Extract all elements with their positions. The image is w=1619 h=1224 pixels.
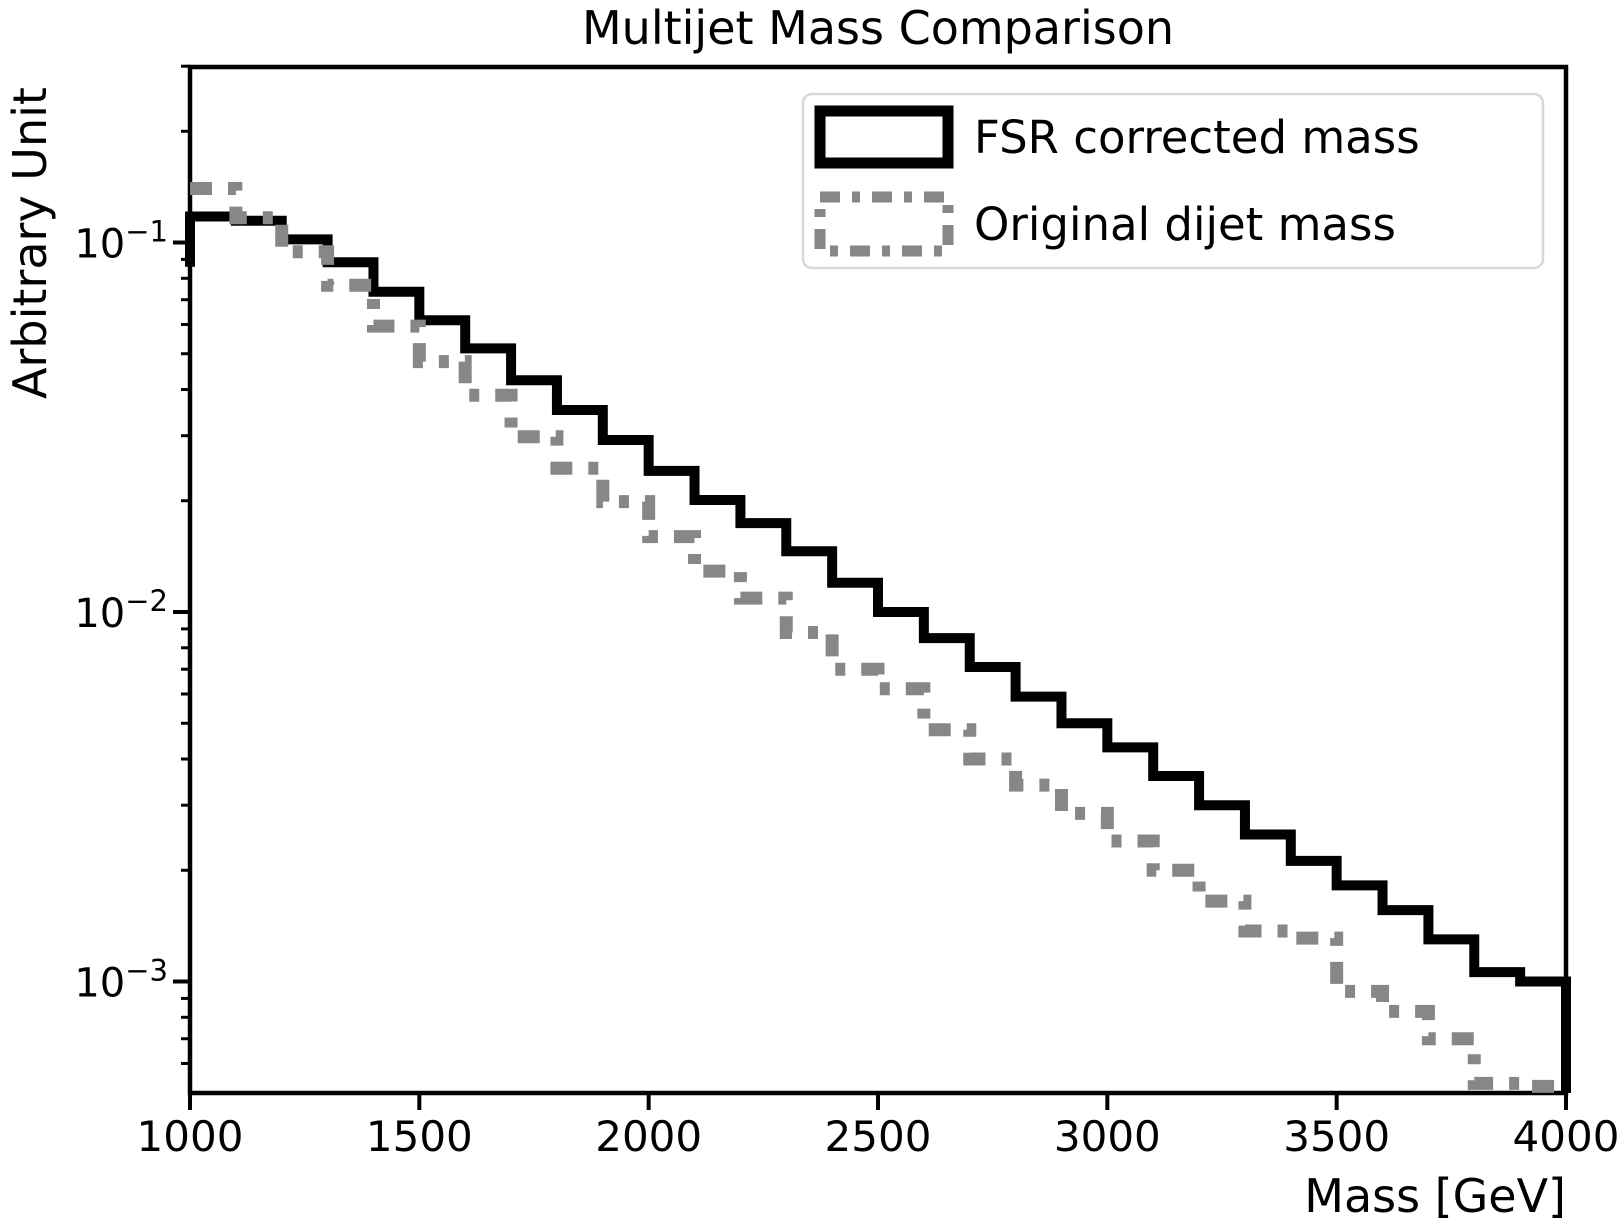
svg-text:10−2: 10−2 xyxy=(74,584,168,637)
x-axis-label: Mass [GeV] xyxy=(1304,1169,1566,1223)
svg-text:1500: 1500 xyxy=(366,1112,473,1161)
legend-frame xyxy=(801,92,1545,270)
legend: FSR corrected mass Original dijet mass xyxy=(801,92,1545,270)
svg-text:3500: 3500 xyxy=(1283,1112,1390,1161)
y-axis-label: Arbitrary Unit xyxy=(3,87,57,399)
svg-text:4000: 4000 xyxy=(1513,1112,1619,1161)
svg-text:1000: 1000 xyxy=(137,1112,244,1161)
svg-text:10−1: 10−1 xyxy=(74,215,168,268)
y-axis-ticks: 10−1 10−2 10−3 xyxy=(74,64,190,1065)
svg-text:10−3: 10−3 xyxy=(74,954,168,1007)
svg-text:3000: 3000 xyxy=(1054,1112,1161,1161)
x-axis-ticks: 1000 1500 2000 2500 3000 3500 4000 xyxy=(137,1093,1619,1161)
chart-title: Multijet Mass Comparison xyxy=(582,1,1174,55)
series-fsr-corrected-mass xyxy=(185,211,1571,1093)
legend-swatch-original-dijet-mass xyxy=(814,191,954,257)
legend-label-fsr-corrected-mass: FSR corrected mass xyxy=(974,111,1420,164)
series-original-dijet-mass xyxy=(190,182,1566,1093)
legend-swatch-fsr-corrected-mass xyxy=(814,105,954,169)
svg-text:2000: 2000 xyxy=(595,1112,702,1161)
svg-text:2500: 2500 xyxy=(825,1112,932,1161)
legend-label-original-dijet-mass: Original dijet mass xyxy=(974,198,1396,251)
